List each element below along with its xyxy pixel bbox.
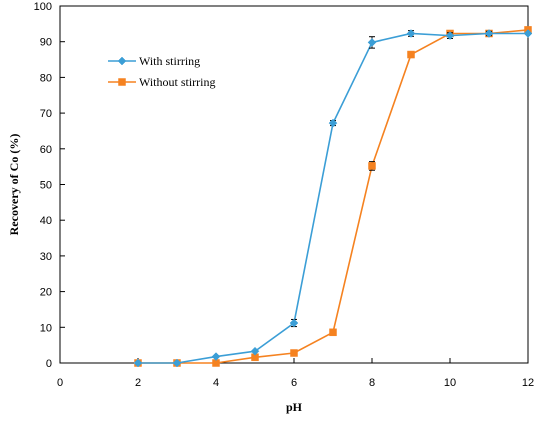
- legend-item: Without stirring: [108, 75, 216, 89]
- x-tick-label: 10: [444, 377, 456, 389]
- y-axis: 0 10 20 30 40 50 60 70 80 90 100: [34, 1, 65, 370]
- data-point-diamond: [172, 358, 182, 368]
- y-tick-label: 0: [46, 358, 52, 370]
- data-point-square: [368, 162, 376, 170]
- y-axis-title: Recovery of Co (%): [7, 134, 21, 236]
- data-point-diamond: [406, 29, 416, 38]
- plot-area: [59, 5, 529, 364]
- y-tick-label: 10: [40, 322, 52, 334]
- y-tick-label: 40: [40, 215, 52, 227]
- series-layer: [133, 26, 533, 368]
- y-tick-label: 30: [40, 251, 52, 263]
- x-tick-label: 6: [291, 377, 297, 389]
- x-tick-label: 0: [57, 377, 63, 389]
- data-point-square: [407, 50, 415, 59]
- legend-label: Without stirring: [139, 75, 216, 89]
- y-tick-label: 90: [40, 37, 52, 49]
- data-point-diamond: [328, 118, 338, 128]
- data-point-diamond: [523, 29, 533, 38]
- x-tick-label: 8: [369, 377, 375, 389]
- legend-item: With stirring: [108, 54, 200, 68]
- legend-label: With stirring: [139, 54, 200, 68]
- series-with-stirring: [133, 29, 533, 368]
- data-point-diamond: [445, 31, 455, 40]
- x-tick-label: 12: [522, 377, 534, 389]
- y-tick-label: 80: [40, 72, 52, 84]
- data-point-diamond: [367, 38, 377, 47]
- data-point-square: [118, 78, 126, 86]
- y-tick-label: 100: [34, 1, 52, 13]
- y-tick-label: 60: [40, 144, 52, 156]
- x-axis-title: pH: [286, 400, 303, 414]
- y-tick-label: 50: [40, 180, 52, 192]
- y-tick-label: 70: [40, 108, 52, 120]
- data-point-diamond: [117, 56, 127, 66]
- x-tick-label: 2: [135, 377, 141, 389]
- data-point-diamond: [133, 358, 143, 368]
- data-point-diamond: [211, 352, 221, 361]
- y-tick-label: 20: [40, 287, 52, 299]
- data-point-square: [290, 349, 298, 357]
- data-point-diamond: [250, 346, 260, 356]
- plot-border: [59, 5, 529, 364]
- x-tick-label: 4: [213, 377, 219, 389]
- data-point-diamond: [484, 29, 494, 38]
- data-point-square: [329, 328, 337, 337]
- x-axis: 0 2 4 6 8 10 12: [57, 358, 534, 389]
- data-point-diamond: [289, 318, 299, 328]
- legend: With stirring Without stirring: [108, 54, 216, 89]
